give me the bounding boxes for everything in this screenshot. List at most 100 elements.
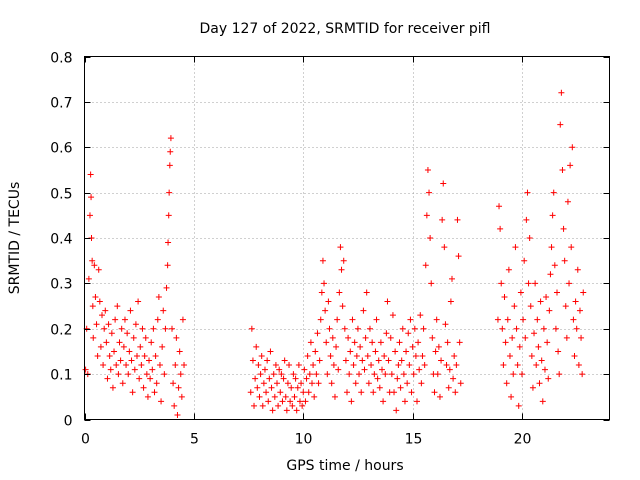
data-point: [563, 334, 570, 341]
data-point: [90, 334, 97, 341]
data-point: [520, 316, 527, 323]
data-point: [506, 352, 513, 359]
data-point: [407, 316, 414, 323]
data-point: [405, 330, 412, 337]
data-point: [338, 266, 345, 273]
data-point: [511, 303, 518, 310]
x-tick-label: 0: [81, 432, 90, 448]
data-point: [296, 398, 303, 405]
data-point: [261, 366, 268, 373]
data-point: [162, 325, 169, 332]
data-point: [396, 339, 403, 346]
data-point: [93, 321, 100, 328]
data-point: [152, 352, 159, 359]
data-point: [277, 389, 284, 396]
data-point: [516, 343, 523, 350]
data-point: [400, 371, 407, 378]
data-point: [431, 389, 438, 396]
data-point: [130, 334, 137, 341]
data-point: [148, 339, 155, 346]
data-point: [502, 339, 509, 346]
data-point: [132, 321, 139, 328]
data-point: [579, 371, 586, 378]
data-point: [136, 375, 143, 382]
data-point: [501, 293, 508, 300]
data-point: [556, 371, 563, 378]
data-point: [341, 325, 348, 332]
data-point: [345, 334, 352, 341]
data-point: [295, 362, 302, 369]
data-point: [85, 275, 92, 282]
data-point: [515, 402, 522, 409]
data-point: [409, 343, 416, 350]
data-point: [326, 325, 333, 332]
y-axis-label: SRMTID / TECUs: [7, 182, 23, 295]
data-point: [336, 289, 343, 296]
data-point: [340, 257, 347, 264]
data-point: [125, 371, 132, 378]
data-point: [392, 348, 399, 355]
data-point: [354, 325, 361, 332]
data-point: [404, 380, 411, 387]
data-point: [150, 325, 157, 332]
data-point: [113, 362, 120, 369]
data-point: [428, 280, 435, 287]
data-point: [505, 266, 512, 273]
data-point: [371, 371, 378, 378]
data-point: [290, 371, 297, 378]
x-tick-label: 15: [405, 432, 423, 448]
data-point: [359, 357, 366, 364]
data-point: [254, 384, 261, 391]
data-point: [452, 389, 459, 396]
data-point: [169, 325, 175, 332]
data-point: [426, 189, 433, 196]
data-point: [293, 407, 300, 414]
data-point: [497, 225, 504, 232]
data-point: [503, 380, 510, 387]
y-tick-label: 0.8: [50, 51, 72, 67]
data-point: [281, 357, 288, 364]
data-point: [372, 348, 379, 355]
data-point: [573, 325, 580, 332]
x-tick-labels: 0 5 10 15 20: [81, 432, 531, 448]
data-point: [389, 312, 396, 319]
data-point: [552, 325, 559, 332]
data-point: [319, 257, 326, 264]
data-point: [119, 380, 126, 387]
data-point: [547, 271, 554, 278]
data-point: [317, 316, 324, 323]
data-point: [434, 371, 441, 378]
data-points: [82, 89, 587, 418]
data-point: [174, 411, 181, 418]
data-point: [424, 166, 431, 173]
data-point: [368, 362, 375, 369]
data-point: [294, 384, 301, 391]
data-point: [550, 189, 557, 196]
data-point: [310, 362, 317, 369]
data-point: [358, 389, 365, 396]
data-point: [576, 307, 583, 314]
data-point: [356, 371, 363, 378]
data-point: [260, 380, 267, 387]
data-point: [443, 362, 450, 369]
data-point: [270, 371, 277, 378]
data-point: [383, 330, 390, 337]
data-point: [101, 325, 108, 332]
data-point: [89, 257, 96, 264]
data-point: [522, 334, 529, 341]
data-point: [283, 407, 290, 414]
data-point: [524, 189, 531, 196]
data-point: [408, 389, 415, 396]
data-point: [300, 389, 307, 396]
data-point: [377, 339, 384, 346]
data-point: [364, 352, 371, 359]
data-point: [259, 402, 266, 409]
data-point: [337, 244, 344, 251]
data-point: [267, 348, 274, 355]
data-point: [258, 352, 265, 359]
data-point: [419, 352, 426, 359]
data-point: [538, 357, 545, 364]
data-point: [421, 362, 428, 369]
data-point: [324, 371, 331, 378]
data-point: [571, 352, 578, 359]
